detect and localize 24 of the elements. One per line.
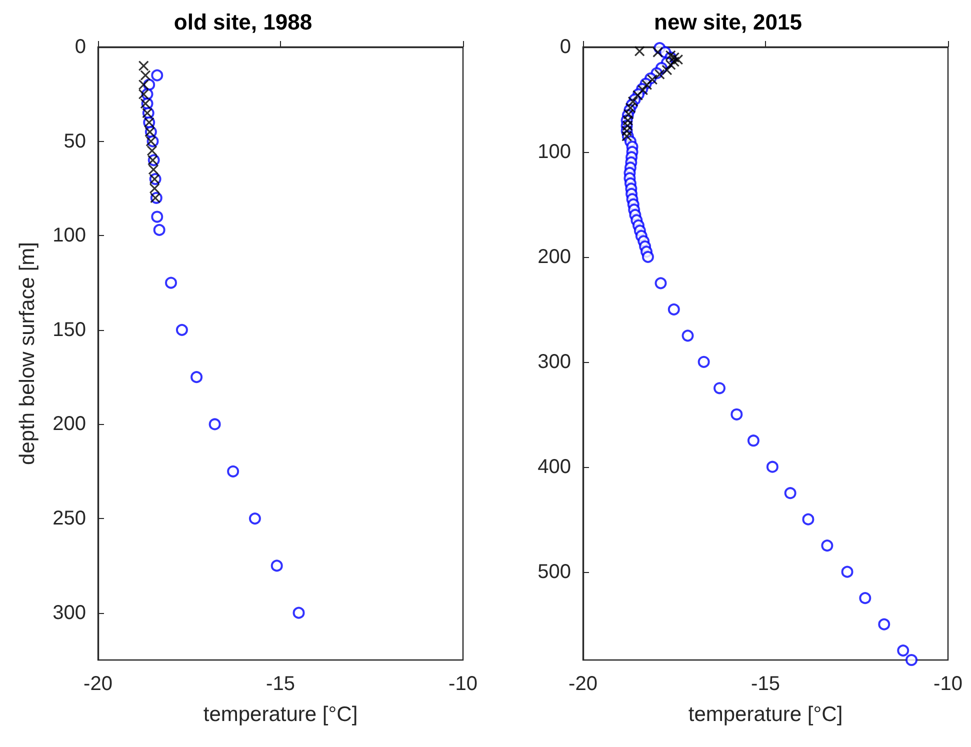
y-tick-label: 100 — [52, 224, 86, 247]
y-tick-label: 400 — [538, 456, 571, 478]
y-tick-label: 0 — [560, 36, 571, 58]
chart-title: old site, 1988 — [174, 10, 312, 34]
y-tick-label: 150 — [52, 318, 86, 341]
x-tick-label: -15 — [751, 673, 780, 695]
x-axis-title: temperature [°C] — [688, 703, 843, 726]
x-tick-label: -20 — [84, 673, 112, 695]
chart-title: new site, 2015 — [654, 10, 802, 34]
y-tick-label: 100 — [538, 140, 571, 163]
x-tick-label: -10 — [448, 673, 478, 695]
y-tick-label: 200 — [538, 246, 571, 268]
x-axis-title: temperature [°C] — [203, 703, 358, 726]
x-tick-label: -10 — [934, 673, 962, 695]
y-tick-label: 200 — [52, 413, 86, 436]
y-tick-label: 300 — [538, 350, 571, 373]
y-tick-label: 250 — [52, 508, 86, 530]
y-tick-label: 50 — [64, 130, 86, 152]
x-tick-label: -15 — [266, 673, 295, 695]
x-tick-label: -20 — [568, 673, 598, 695]
y-tick-label: 0 — [74, 36, 86, 58]
y-axis-title: depth below surface [m] — [16, 242, 39, 465]
y-tick-label: 300 — [52, 602, 86, 624]
y-tick-label: 500 — [538, 560, 571, 583]
